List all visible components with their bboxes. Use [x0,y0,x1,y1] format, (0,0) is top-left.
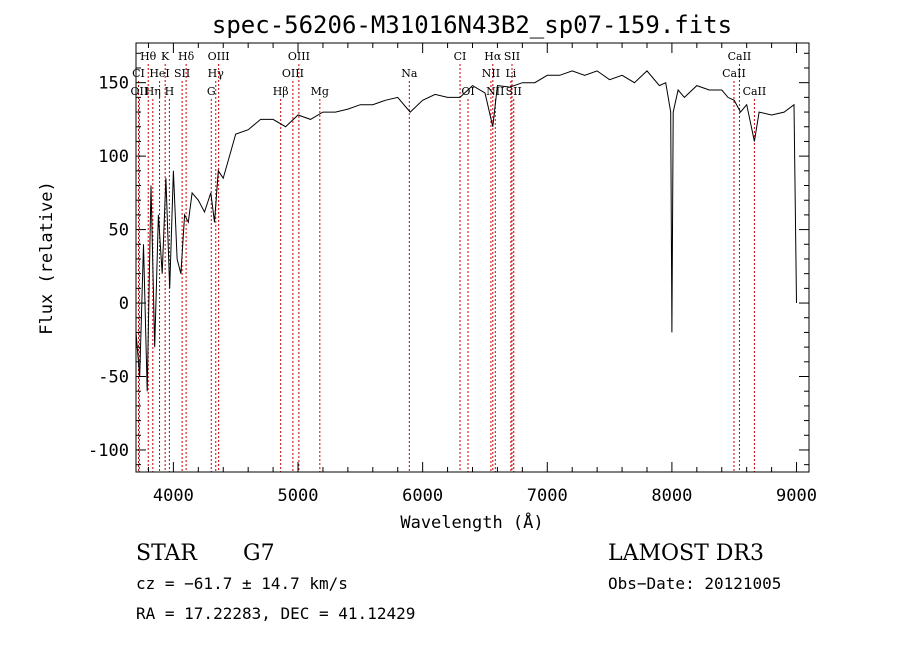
sky-coordinates: RA = 17.22283, DEC = 41.12429 [136,604,415,623]
y-tick-label: -100 [88,441,129,461]
y-axis: -100 -50 0 50 100 150 [88,52,809,466]
x-tick-label: 8000 [651,486,692,506]
y-axis-label: Flux (relative) [37,181,57,335]
plot-frame [135,42,810,473]
spectral-line-label: G [207,85,216,98]
spectral-line-label: CaII [743,85,767,98]
spectral-line-label: Hδ [178,50,195,63]
object-subclass: G7 [243,541,275,566]
y-tick-label: 100 [98,147,129,167]
spectral-line-label: SII [506,85,522,98]
spectral-line-label: K [161,50,170,63]
spectral-line-label: Li [505,67,516,80]
spectral-line-label: NII [486,85,504,98]
spectral-line-label: Hη [145,85,161,98]
spectral-line-label: OII [131,85,149,98]
spectral-line-label: CI [454,50,467,63]
x-tick-label: 9000 [776,486,817,506]
x-axis: 4000 5000 6000 7000 8000 9000 [147,43,817,506]
x-tick-label: 4000 [153,486,194,506]
spectral-line-label: OIII [288,50,310,63]
y-tick-label: 150 [98,74,129,94]
spectral-line-label: OIII [282,67,304,80]
spectral-line-label: CaII [722,67,746,80]
spectral-line-label: CaII [728,50,752,63]
spectral-line-label: Hα [484,50,502,63]
spectral-line-label: HeI [149,67,169,80]
spectral-line-label: Mg [311,85,329,98]
spectral-line-label: SII [504,50,520,63]
x-tick-label: 5000 [278,486,319,506]
x-tick-label: 6000 [402,486,443,506]
x-axis-label: Wavelength (Å) [400,511,543,533]
spectral-line-label: Hγ [208,67,225,80]
chart-title: spec-56206-M31016N43B2_sp07-159.fits [212,11,732,39]
spectral-line-label: Hβ [273,85,289,98]
spectral-line-label: CI [132,67,145,80]
x-tick-label: 7000 [527,486,568,506]
observation-date: Obs−Date: 20121005 [608,574,781,593]
spectral-line-markers [137,64,755,472]
spectral-line-label: Na [401,67,418,80]
spectral-line-label: NII [482,67,500,80]
spectral-line-label: SII [174,67,190,80]
object-class: STAR [136,541,198,566]
survey-name: LAMOST DR3 [608,541,764,566]
y-tick-label: -50 [98,368,129,388]
spectral-line-label: Hθ [140,50,157,63]
y-tick-label: 50 [109,221,129,241]
y-tick-label: 0 [119,294,129,314]
spectral-line-label: OI [461,85,474,98]
spectrum-series-line [135,70,797,392]
spectral-line-label: H [165,85,175,98]
spectral-line-label: OIII [208,50,230,63]
redshift-value: cz = −61.7 ± 14.7 km/s [136,574,348,593]
